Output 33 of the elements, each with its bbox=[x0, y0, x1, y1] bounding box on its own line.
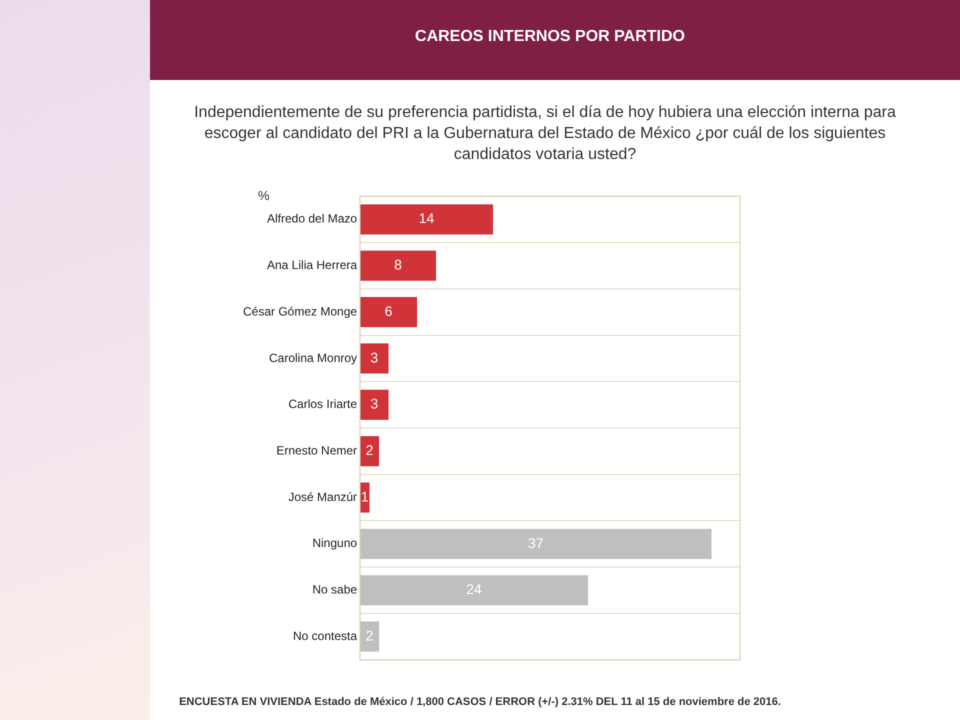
data-label: 6 bbox=[384, 302, 393, 319]
data-label: 3 bbox=[370, 349, 378, 366]
y-tick-label: Ninguno bbox=[312, 536, 358, 550]
data-label: 2 bbox=[366, 627, 374, 644]
text: ENCUESTA EN VIVIENDA Estado de México / 1,800 CASOS / ERROR (+/-) 2.31% DEL 11 al 15 de noviembre de 2016. bbox=[178, 696, 782, 708]
y-tick-label: No contesta bbox=[293, 628, 358, 643]
data-label: 2 bbox=[366, 442, 374, 458]
chart-title: CAREOS INTERNOS POR PARTIDO bbox=[414, 28, 686, 46]
y-axis-title: % bbox=[258, 188, 270, 203]
chart-subtitle: Independientemente de su preferencia partidista, si el día de hoy hubiera una elección interna para escoger al candidato del PRI a la Gubernatura del Estado de México ¿por cuál de los siguientes candidatos votaria usted? bbox=[193, 103, 897, 165]
bar bbox=[360, 343, 389, 374]
bar bbox=[360, 575, 588, 606]
y-tick-label: Ana Lilia Herrera bbox=[267, 258, 358, 272]
data-label: 3 bbox=[370, 396, 378, 412]
bar bbox=[360, 528, 712, 559]
data-label: 8 bbox=[394, 256, 402, 273]
y-tick-label: César Gómez Monge bbox=[243, 304, 358, 318]
y-tick-label: Carolina Monroy bbox=[269, 350, 358, 365]
bar bbox=[360, 390, 389, 420]
bar bbox=[360, 204, 494, 234]
bar bbox=[360, 622, 380, 652]
data-label: 14 bbox=[418, 210, 435, 226]
y-tick-label: Alfredo del Mazo bbox=[267, 212, 358, 226]
bar bbox=[360, 436, 380, 466]
bar bbox=[360, 297, 418, 328]
data-label: 1 bbox=[360, 488, 369, 504]
y-tick-label: No sabe bbox=[312, 582, 358, 597]
data-label: 24 bbox=[466, 581, 482, 598]
y-tick-label: José Manzúr bbox=[288, 490, 358, 504]
data-label: 37 bbox=[528, 534, 544, 551]
y-tick-label: Ernesto Nemer bbox=[276, 443, 358, 458]
bar bbox=[360, 250, 436, 281]
y-tick-label: Carlos Iriarte bbox=[288, 397, 358, 412]
